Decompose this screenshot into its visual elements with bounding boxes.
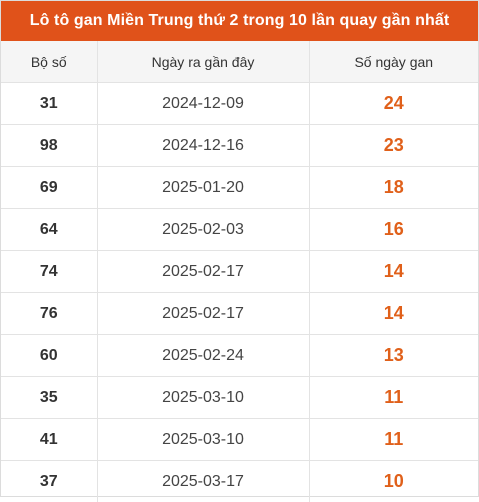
table-row: 98 2024-12-16 23 [1,125,478,167]
cell-days: 16 [309,209,478,251]
header-bo-so: Bộ số [1,41,97,83]
cell-date: 2025-02-24 [97,335,309,377]
cell-date: 2025-02-17 [97,293,309,335]
cell-date: 2025-01-20 [97,167,309,209]
header-so-ngay-gan: Số ngày gan [309,41,478,83]
cell-number: 37 [1,461,97,502]
cell-days: 14 [309,293,478,335]
table-row: 74 2025-02-17 14 [1,251,478,293]
cell-date: 2025-02-03 [97,209,309,251]
table-row: 64 2025-02-03 16 [1,209,478,251]
cell-days: 13 [309,335,478,377]
table-row: 37 2025-03-17 10 [1,461,478,502]
header-ngay-ra: Ngày ra gần đây [97,41,309,83]
cell-number: 74 [1,251,97,293]
table-row: 69 2025-01-20 18 [1,167,478,209]
cell-days: 18 [309,167,478,209]
cell-number: 41 [1,419,97,461]
cell-date: 2025-03-10 [97,377,309,419]
table-row: 41 2025-03-10 11 [1,419,478,461]
cell-number: 69 [1,167,97,209]
cell-number: 98 [1,125,97,167]
table-title: Lô tô gan Miền Trung thứ 2 trong 10 lần … [1,1,478,41]
cell-number: 76 [1,293,97,335]
cell-number: 31 [1,83,97,125]
cell-days: 24 [309,83,478,125]
cell-date: 2025-02-17 [97,251,309,293]
table-row: 35 2025-03-10 11 [1,377,478,419]
cell-days: 23 [309,125,478,167]
cell-date: 2024-12-16 [97,125,309,167]
cell-days: 11 [309,419,478,461]
cell-number: 60 [1,335,97,377]
table-header-row: Bộ số Ngày ra gần đây Số ngày gan [1,41,478,83]
table-row: 60 2025-02-24 13 [1,335,478,377]
cell-date: 2025-03-10 [97,419,309,461]
table-row: 31 2024-12-09 24 [1,83,478,125]
cell-date: 2025-03-17 [97,461,309,502]
cell-days: 14 [309,251,478,293]
cell-number: 35 [1,377,97,419]
cell-number: 64 [1,209,97,251]
cell-date: 2024-12-09 [97,83,309,125]
lo-gan-table: Bộ số Ngày ra gần đây Số ngày gan 31 202… [1,41,478,502]
cell-days: 11 [309,377,478,419]
table-row: 76 2025-02-17 14 [1,293,478,335]
cell-days: 10 [309,461,478,502]
